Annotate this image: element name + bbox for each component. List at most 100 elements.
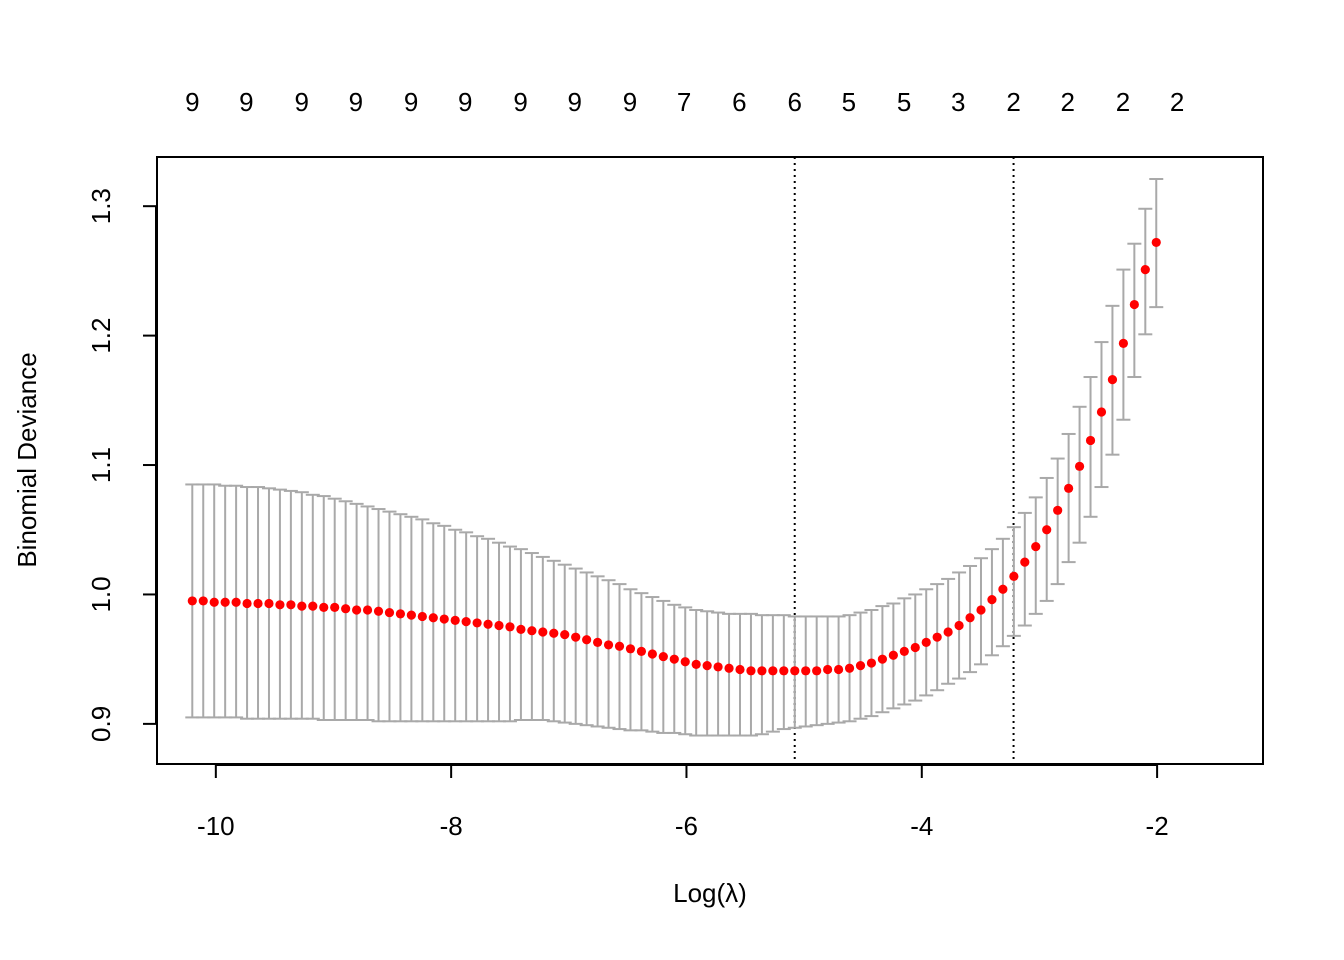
data-point	[1151, 237, 1161, 248]
x-tick-label: -6	[675, 811, 698, 841]
top-count-label: 2	[1170, 87, 1184, 117]
data-point	[910, 642, 920, 653]
data-point	[1064, 483, 1074, 493]
x-tick-label: -8	[440, 811, 463, 841]
data-point	[352, 605, 362, 615]
data-point	[231, 597, 241, 607]
data-point	[735, 664, 745, 675]
data-point	[209, 597, 219, 607]
top-count-label: 9	[294, 87, 308, 117]
data-point	[779, 666, 789, 676]
data-point	[319, 602, 329, 612]
data-point	[855, 661, 866, 671]
data-point	[308, 601, 318, 611]
data-point	[724, 663, 734, 673]
top-count-label: 3	[951, 87, 965, 117]
data-point	[691, 659, 701, 669]
data-point	[658, 651, 668, 662]
x-axis-title: Log(λ)	[673, 878, 747, 908]
data-point	[560, 629, 570, 640]
top-count-label: 5	[842, 87, 856, 117]
data-point	[943, 627, 953, 637]
data-point	[998, 584, 1008, 594]
data-point	[877, 654, 888, 664]
data-point	[549, 628, 559, 638]
top-count-label: 5	[897, 87, 911, 117]
data-point	[1031, 541, 1041, 552]
data-point	[976, 605, 986, 615]
y-tick-label: 1.1	[86, 447, 116, 483]
y-axis-title: Binomial Deviance	[12, 352, 42, 567]
top-count-label: 2	[1060, 87, 1074, 117]
data-point	[264, 598, 274, 609]
data-point	[987, 595, 997, 605]
data-point	[702, 661, 712, 671]
data-point	[1129, 299, 1139, 310]
data-point	[242, 598, 252, 609]
x-axis: -10 -8 -6 -4 -2	[197, 764, 1169, 841]
data-point	[614, 641, 625, 651]
y-tick-label: 1.3	[86, 188, 116, 224]
data-point	[647, 649, 657, 659]
top-count-label: 9	[404, 87, 418, 117]
data-point	[187, 596, 197, 606]
data-point	[275, 600, 285, 610]
data-point	[341, 604, 351, 614]
data-point	[844, 663, 855, 673]
data-point	[965, 613, 975, 623]
top-count-label: 9	[349, 87, 363, 117]
data-point	[220, 597, 230, 607]
data-point	[625, 644, 636, 654]
x-tick-label: -4	[910, 811, 933, 841]
data-point	[428, 613, 438, 623]
data-point	[395, 609, 406, 619]
top-count-label: 9	[567, 87, 581, 117]
data-point	[680, 657, 690, 667]
top-count-label: 9	[239, 87, 253, 117]
data-point	[362, 605, 373, 615]
data-point	[833, 664, 844, 675]
data-point	[790, 666, 800, 676]
data-point	[1009, 571, 1019, 581]
y-tick-label: 0.9	[86, 706, 116, 742]
data-point	[932, 632, 942, 642]
data-point	[439, 614, 449, 624]
data-point	[450, 615, 460, 625]
data-point	[198, 596, 208, 606]
data-point	[1096, 407, 1107, 417]
x-tick-label: -10	[197, 811, 235, 841]
data-point	[713, 662, 723, 672]
data-point	[888, 650, 898, 660]
error-bars	[185, 178, 1164, 737]
data-point	[1118, 338, 1128, 348]
data-point	[494, 620, 504, 631]
data-point	[472, 618, 482, 628]
top-count-label: 9	[458, 87, 472, 117]
y-tick-label: 1.0	[86, 576, 116, 612]
y-tick-label: 1.2	[86, 318, 116, 354]
top-count-label: 9	[185, 87, 199, 117]
data-point	[538, 627, 548, 637]
y-axis: 0.9 1.0 1.1 1.2 1.3	[86, 188, 157, 742]
top-count-label: 6	[787, 87, 801, 117]
data-point	[582, 635, 592, 645]
data-point	[527, 626, 537, 636]
data-point	[461, 617, 471, 627]
data-point	[286, 600, 296, 610]
data-point	[297, 601, 307, 611]
data-point	[1020, 557, 1030, 567]
data-point	[483, 619, 493, 629]
mean-deviance-points	[187, 237, 1161, 676]
data-point	[603, 640, 614, 650]
top-count-label: 6	[732, 87, 746, 117]
top-count-label: 9	[623, 87, 637, 117]
data-point	[899, 646, 909, 657]
data-point	[571, 632, 581, 642]
data-point	[417, 611, 427, 622]
top-count-label: 2	[1116, 87, 1130, 117]
data-point	[669, 654, 679, 664]
data-point	[757, 666, 767, 676]
data-point	[954, 620, 964, 631]
data-point	[406, 610, 416, 620]
